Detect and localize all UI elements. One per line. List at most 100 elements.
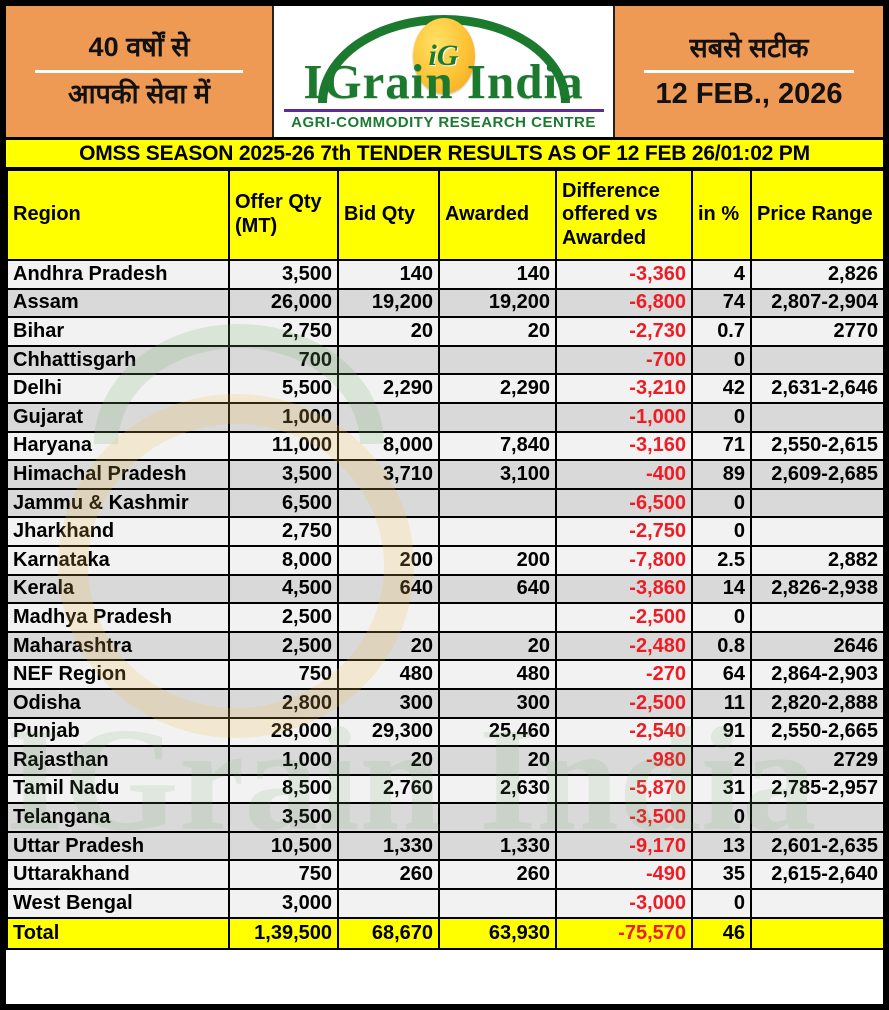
cell-bid-qty: 20 (337, 630, 440, 662)
cell-region: Kerala (6, 573, 230, 605)
cell-percent: 89 (691, 459, 752, 490)
table-row: Bihar 2,750 20 20 -2,730 0.7 2770 (6, 316, 883, 347)
cell-bid-qty: 2,760 (337, 773, 440, 805)
cell-offer-qty: 10,500 (228, 830, 339, 862)
cell-awarded: 25,460 (438, 716, 557, 748)
cell-percent: 14 (691, 573, 752, 605)
cell-awarded (438, 602, 557, 633)
cell-bid-qty (337, 602, 440, 633)
cell-awarded: 20 (438, 630, 557, 662)
cell-price-range: 2,615-2,640 (750, 859, 883, 891)
cell-awarded: 1,330 (438, 830, 557, 862)
cell-offer-qty: 8,500 (228, 773, 339, 805)
table-row: Telangana 3,500 -3,500 0 (6, 802, 883, 833)
total-offer-qty: 1,39,500 (228, 916, 339, 950)
cell-region: Bihar (6, 316, 230, 347)
logo-divider (283, 109, 604, 112)
cell-price-range: 2,820-2,888 (750, 687, 883, 719)
tagline-line1: 40 वर्षों से (88, 32, 190, 63)
cell-price-range (750, 516, 883, 547)
accuracy-tagline: सबसे सटीक (689, 32, 809, 63)
col-header-price-range: Price Range (750, 169, 883, 261)
cell-region: Rajasthan (6, 745, 230, 776)
col-header-awarded: Awarded (438, 169, 557, 261)
cell-awarded: 19,200 (438, 287, 557, 319)
cell-percent: 64 (691, 659, 752, 690)
report-title: OMSS SEASON 2025-26 7th TENDER RESULTS A… (79, 141, 810, 165)
cell-percent: 0 (691, 888, 752, 919)
cell-offer-qty: 8,000 (228, 544, 339, 576)
cell-price-range: 2,550-2,615 (750, 430, 883, 462)
cell-awarded: 200 (438, 544, 557, 576)
report-date: 12 FEB., 2026 (655, 78, 843, 111)
cell-bid-qty: 140 (337, 259, 440, 290)
cell-price-range: 2,601-2,635 (750, 830, 883, 862)
total-row: Total 1,39,500 68,670 63,930 -75,570 46 (6, 916, 883, 950)
cell-difference: -6,500 (555, 487, 693, 519)
cell-percent: 91 (691, 716, 752, 748)
table-body: Andhra Pradesh 3,500 140 140 -3,360 4 2,826 Ass… (6, 259, 883, 919)
cell-awarded (438, 888, 557, 919)
cell-percent: 0.8 (691, 630, 752, 662)
cell-bid-qty: 260 (337, 859, 440, 891)
cell-bid-qty: 19,200 (337, 287, 440, 319)
cell-price-range (750, 888, 883, 919)
cell-awarded: 20 (438, 745, 557, 776)
cell-region: Punjab (6, 716, 230, 748)
cell-region: Uttar Pradesh (6, 830, 230, 862)
cell-price-range: 2,882 (750, 544, 883, 576)
cell-price-range: 2729 (750, 745, 883, 776)
tagline-line2: आपकी सेवा में (67, 79, 211, 109)
cell-region: Chhattisgarh (6, 344, 230, 376)
cell-price-range (750, 487, 883, 519)
cell-offer-qty: 750 (228, 659, 339, 690)
table-row: Himachal Pradesh 3,500 3,710 3,100 -400 89 2,6… (6, 459, 883, 490)
table-row: Andhra Pradesh 3,500 140 140 -3,360 4 2,826 (6, 259, 883, 290)
cell-price-range: 2,550-2,665 (750, 716, 883, 748)
cell-offer-qty: 1,000 (228, 745, 339, 776)
table-row: Karnataka 8,000 200 200 -7,800 2.5 2,882 (6, 544, 883, 576)
cell-awarded (438, 344, 557, 376)
cell-bid-qty: 480 (337, 659, 440, 690)
logo-panel: iG IGrain India AGRI-COMMODITY RESEARCH … (274, 6, 613, 137)
logo-title: IGrain India (303, 54, 584, 109)
cell-percent: 0 (691, 344, 752, 376)
cell-region: Himachal Pradesh (6, 459, 230, 490)
cell-difference: -3,500 (555, 802, 693, 833)
cell-awarded: 20 (438, 316, 557, 347)
cell-offer-qty: 11,000 (228, 430, 339, 462)
table-row: Uttar Pradesh 10,500 1,330 1,330 -9,170 13 2,6… (6, 830, 883, 862)
cell-difference: -2,500 (555, 687, 693, 719)
col-header-region: Region (6, 169, 230, 261)
title-banner: OMSS SEASON 2025-26 7th TENDER RESULTS A… (6, 140, 883, 169)
cell-difference: -2,500 (555, 602, 693, 633)
cell-percent: 0 (691, 401, 752, 433)
cell-offer-qty: 3,000 (228, 888, 339, 919)
cell-difference: -9,170 (555, 830, 693, 862)
cell-price-range (750, 802, 883, 833)
cell-percent: 4 (691, 259, 752, 290)
cell-offer-qty: 26,000 (228, 287, 339, 319)
date-divider (644, 70, 854, 74)
cell-offer-qty: 750 (228, 859, 339, 891)
cell-difference: -3,360 (555, 259, 693, 290)
cell-percent: 42 (691, 373, 752, 404)
total-difference: -75,570 (555, 916, 693, 950)
tagline-divider (35, 70, 243, 73)
cell-price-range: 2,631-2,646 (750, 373, 883, 404)
cell-bid-qty: 300 (337, 687, 440, 719)
cell-awarded: 3,100 (438, 459, 557, 490)
cell-region: NEF Region (6, 659, 230, 690)
table-row: Tamil Nadu 8,500 2,760 2,630 -5,870 31 2,785-2… (6, 773, 883, 805)
total-awarded: 63,930 (438, 916, 557, 950)
cell-offer-qty: 5,500 (228, 373, 339, 404)
cell-offer-qty: 2,500 (228, 602, 339, 633)
cell-bid-qty: 2,290 (337, 373, 440, 404)
cell-price-range (750, 401, 883, 433)
table-row: Delhi 5,500 2,290 2,290 -3,210 42 2,631-2,646 (6, 373, 883, 404)
cell-awarded: 480 (438, 659, 557, 690)
table-row: Rajasthan 1,000 20 20 -980 2 2729 (6, 745, 883, 776)
cell-bid-qty: 200 (337, 544, 440, 576)
table-row: Haryana 11,000 8,000 7,840 -3,160 71 2,550-2,6… (6, 430, 883, 462)
cell-awarded: 7,840 (438, 430, 557, 462)
